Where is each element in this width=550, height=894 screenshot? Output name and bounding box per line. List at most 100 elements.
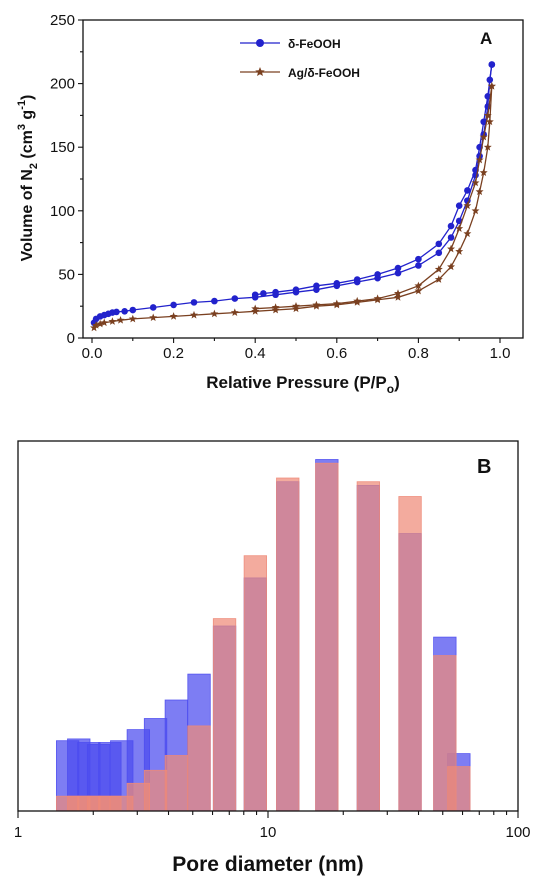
legend-label-series-1: Ag/δ-FeOOH xyxy=(288,66,360,80)
data-point xyxy=(394,289,402,297)
data-point xyxy=(447,222,455,230)
data-point xyxy=(230,308,239,316)
data-point xyxy=(487,81,496,90)
series-0-desorption-line xyxy=(255,64,493,296)
panel-b: 1 10 100 B Pore diameter (nm) xyxy=(14,440,531,876)
data-point xyxy=(464,187,471,194)
data-point xyxy=(251,304,260,313)
data-point xyxy=(415,255,422,263)
data-point xyxy=(210,309,219,318)
data-point xyxy=(414,286,423,295)
a-x-tick-label: 1.0 xyxy=(490,345,511,362)
panel-a-legend: δ-FeOOH Ag/δ-FeOOH xyxy=(240,37,360,80)
panel-b-x-axis-label: Pore diameter (nm) xyxy=(172,853,363,876)
data-point xyxy=(292,286,300,293)
data-point xyxy=(313,282,320,290)
b-x-tick-label: 100 xyxy=(505,824,530,841)
b-x-tick-label: 10 xyxy=(260,824,277,841)
a-x-tick-label: 0.6 xyxy=(326,345,347,362)
a-x-tick-label: 0.0 xyxy=(82,345,103,362)
data-point xyxy=(121,307,128,315)
panel-b-label: B xyxy=(477,456,491,478)
data-point xyxy=(100,318,109,327)
panel-a-label: A xyxy=(480,29,492,48)
data-point xyxy=(488,61,496,68)
data-point xyxy=(292,304,300,313)
data-point xyxy=(190,310,198,319)
panel-a: 0.0 0.2 0.4 0.6 0.8 1.0 0 50 100 150 200 250 A δ-Fe… xyxy=(16,12,524,396)
data-point xyxy=(128,314,137,323)
data-point xyxy=(149,313,158,322)
bar xyxy=(243,555,268,812)
series-1 xyxy=(90,81,496,332)
data-point xyxy=(463,201,472,210)
data-point xyxy=(149,304,157,311)
legend-marker-series-1 xyxy=(255,67,265,77)
data-point xyxy=(251,307,260,315)
a-x-tick-label: 0.2 xyxy=(163,345,184,362)
data-point xyxy=(415,262,422,269)
data-point xyxy=(475,155,484,164)
data-point xyxy=(447,262,456,271)
data-point xyxy=(479,168,488,177)
data-point xyxy=(170,301,177,309)
bar-series-1 xyxy=(56,462,471,812)
data-point xyxy=(113,308,120,316)
data-point xyxy=(394,264,402,272)
data-point xyxy=(116,315,125,324)
data-point xyxy=(394,293,402,301)
data-point xyxy=(373,294,382,302)
a-x-tick-label: 0.8 xyxy=(408,345,429,362)
data-point xyxy=(353,296,362,305)
data-point xyxy=(455,247,464,255)
a-y-tick-label: 150 xyxy=(50,139,75,156)
data-point xyxy=(435,240,443,248)
data-point xyxy=(434,275,443,283)
bar xyxy=(212,618,237,812)
panel-b-ticks: 1 10 100 xyxy=(14,811,531,841)
data-point xyxy=(447,234,455,241)
data-point xyxy=(483,143,492,151)
data-point xyxy=(92,321,101,329)
data-point xyxy=(374,271,381,278)
data-point xyxy=(353,276,361,283)
bar xyxy=(356,481,381,812)
bar xyxy=(164,755,189,812)
data-point xyxy=(332,299,341,308)
panel-b-bars xyxy=(56,459,471,812)
data-point xyxy=(271,305,280,314)
data-point xyxy=(394,269,402,277)
data-point xyxy=(211,297,218,305)
data-point xyxy=(272,288,279,296)
bar xyxy=(143,769,168,812)
bar xyxy=(276,477,300,812)
data-point xyxy=(485,117,494,126)
data-point xyxy=(455,224,464,233)
data-point xyxy=(260,290,267,297)
data-point xyxy=(479,132,488,141)
series-0 xyxy=(90,61,496,327)
data-point xyxy=(480,118,487,126)
data-point xyxy=(231,295,239,302)
data-point xyxy=(471,178,480,187)
data-point xyxy=(455,202,463,210)
bar xyxy=(315,462,339,812)
a-y-tick-label: 100 xyxy=(50,203,75,220)
data-point xyxy=(96,319,105,328)
data-point xyxy=(251,291,259,299)
bar xyxy=(398,496,422,812)
data-point xyxy=(475,187,484,196)
legend-label-series-0: δ-FeOOH xyxy=(288,37,341,51)
a-y-tick-label: 200 xyxy=(50,76,75,93)
legend-marker-series-0 xyxy=(256,39,264,47)
data-point xyxy=(484,93,492,100)
a-y-tick-label: 0 xyxy=(67,330,75,347)
panel-a-series xyxy=(90,61,496,332)
data-point xyxy=(483,111,492,119)
panel-a-x-axis-label: Relative Pressure (P/Po) xyxy=(206,373,400,396)
panel-a-y-axis-label: Volume of N2 (cm3 g-1) xyxy=(16,95,40,262)
data-point xyxy=(129,306,137,314)
data-point xyxy=(333,280,341,287)
series-1-desorption-line xyxy=(255,86,493,310)
